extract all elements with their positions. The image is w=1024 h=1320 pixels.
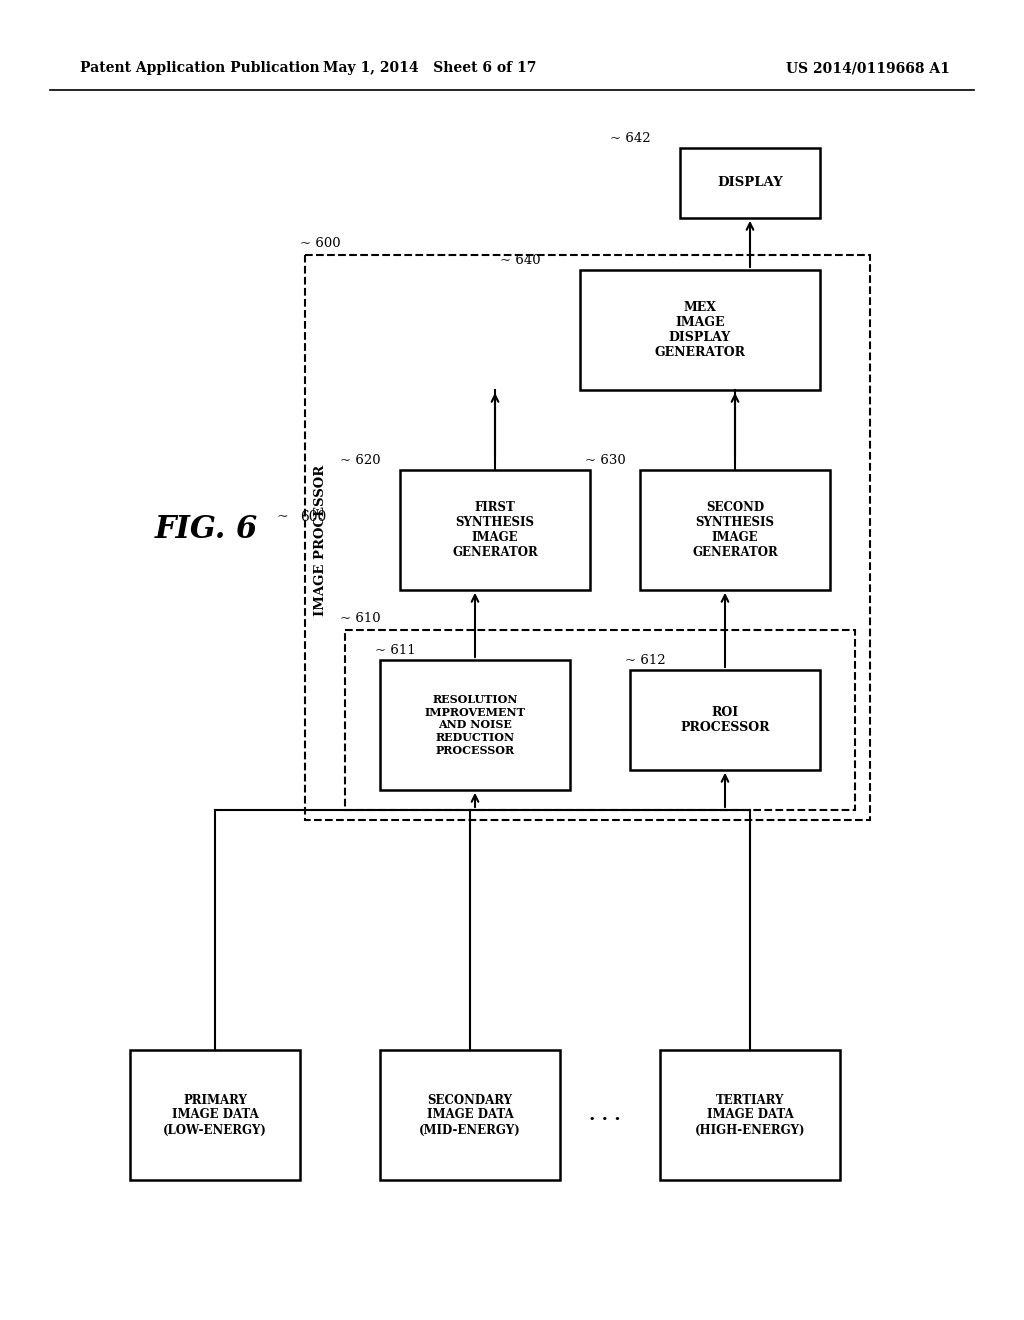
Text: ~ 640: ~ 640: [500, 253, 541, 267]
Text: RESOLUTION
IMPROVEMENT
AND NOISE
REDUCTION
PROCESSOR: RESOLUTION IMPROVEMENT AND NOISE REDUCTI…: [425, 694, 525, 756]
Bar: [380, 660, 570, 789]
Bar: [380, 1049, 560, 1180]
Bar: [680, 148, 820, 218]
Bar: [400, 470, 590, 590]
Bar: [660, 1049, 840, 1180]
Bar: [345, 630, 855, 810]
Text: FIRST
SYNTHESIS
IMAGE
GENERATOR: FIRST SYNTHESIS IMAGE GENERATOR: [453, 502, 538, 558]
Text: ROI
PROCESSOR: ROI PROCESSOR: [680, 706, 770, 734]
Text: SECONDARY
IMAGE DATA
(MID-ENERGY): SECONDARY IMAGE DATA (MID-ENERGY): [419, 1093, 521, 1137]
Text: PRIMARY
IMAGE DATA
(LOW-ENERGY): PRIMARY IMAGE DATA (LOW-ENERGY): [163, 1093, 267, 1137]
Text: May 1, 2014   Sheet 6 of 17: May 1, 2014 Sheet 6 of 17: [324, 61, 537, 75]
Text: SECOND
SYNTHESIS
IMAGE
GENERATOR: SECOND SYNTHESIS IMAGE GENERATOR: [692, 502, 778, 558]
Text: US 2014/0119668 A1: US 2014/0119668 A1: [786, 61, 950, 75]
Text: ~ 630: ~ 630: [585, 454, 626, 467]
Text: ~ 642: ~ 642: [610, 132, 650, 145]
Bar: [130, 1049, 300, 1180]
Text: FIG. 6: FIG. 6: [155, 515, 258, 545]
Text: ~ 600: ~ 600: [300, 238, 341, 249]
Text: ~: ~: [276, 510, 288, 524]
Bar: [305, 255, 870, 820]
Text: ~ 610: ~ 610: [340, 612, 381, 624]
Text: ~ 611: ~ 611: [375, 644, 416, 657]
Text: IMAGE PROCESSOR: IMAGE PROCESSOR: [313, 465, 327, 615]
Bar: [640, 470, 830, 590]
Text: TERTIARY
IMAGE DATA
(HIGH-ENERGY): TERTIARY IMAGE DATA (HIGH-ENERGY): [694, 1093, 805, 1137]
Bar: [580, 271, 820, 389]
Text: ~ 620: ~ 620: [340, 454, 381, 467]
Text: ~ 612: ~ 612: [625, 653, 666, 667]
Text: MEX
IMAGE
DISPLAY
GENERATOR: MEX IMAGE DISPLAY GENERATOR: [654, 301, 745, 359]
Text: DISPLAY: DISPLAY: [717, 177, 783, 190]
Text: Patent Application Publication: Patent Application Publication: [80, 61, 319, 75]
Text: . . .: . . .: [589, 1106, 621, 1125]
Text: 600: 600: [300, 510, 327, 524]
Bar: [630, 671, 820, 770]
